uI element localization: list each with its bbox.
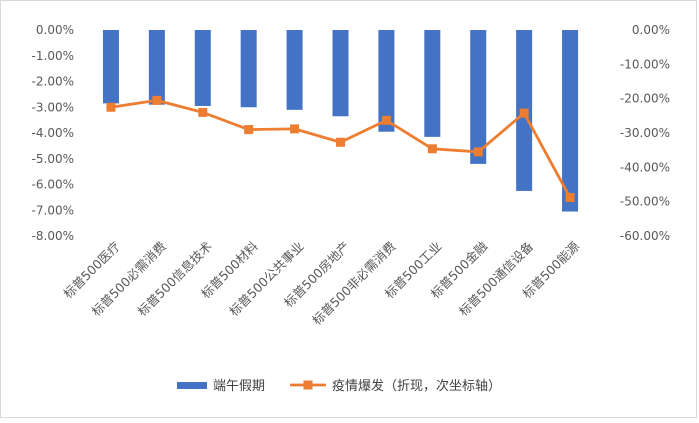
line-point <box>427 144 437 154</box>
y-primary-tick-label: -1.00% <box>32 49 74 63</box>
y-primary-tick-label: 0.00% <box>36 23 74 37</box>
y-primary-tick-label: -8.00% <box>32 229 74 243</box>
y-primary-tick-label: -4.00% <box>32 126 74 140</box>
bar <box>332 30 349 117</box>
line-point <box>519 108 529 118</box>
line-point <box>152 95 162 105</box>
category-label: 标普500非必需消费 <box>309 239 398 328</box>
bar <box>562 30 579 212</box>
line-point <box>244 125 254 135</box>
line-point <box>336 137 345 147</box>
legend-label-line: 疫情爆发（折现，次坐标轴） <box>332 378 501 394</box>
y-primary-tick-label: -2.00% <box>32 75 74 89</box>
legend-label-bar: 端午假期 <box>213 379 265 394</box>
bar <box>378 30 395 132</box>
y-primary-tick-label: -7.00% <box>32 203 74 217</box>
y-primary-tick-label: -5.00% <box>32 152 74 166</box>
y-primary-tick-label: -6.00% <box>32 178 74 192</box>
line-point <box>198 107 208 117</box>
y-primary-tick-label: -3.00% <box>32 100 74 114</box>
bar <box>148 30 165 105</box>
y-secondary-tick-label: -20.00% <box>620 92 670 106</box>
bar <box>424 30 441 137</box>
legend-swatch-bar <box>177 382 207 389</box>
line-point <box>381 115 391 125</box>
legend-swatch-marker <box>303 380 313 390</box>
y-secondary-tick-label: -40.00% <box>620 160 670 174</box>
bar <box>194 30 211 106</box>
bar <box>102 30 119 104</box>
line-point <box>106 102 116 112</box>
line-point <box>565 193 575 203</box>
bar <box>240 30 257 108</box>
bar <box>470 30 487 164</box>
bar <box>286 30 303 110</box>
y-secondary-tick-label: -60.00% <box>620 229 670 243</box>
y-secondary-tick-label: 0.00% <box>632 23 670 37</box>
y-secondary-tick-label: -10.00% <box>620 57 670 71</box>
y-secondary-tick-label: -30.00% <box>620 126 670 140</box>
y-secondary-tick-label: -50.00% <box>620 195 670 209</box>
line-point <box>473 147 483 157</box>
line-point <box>290 124 300 134</box>
